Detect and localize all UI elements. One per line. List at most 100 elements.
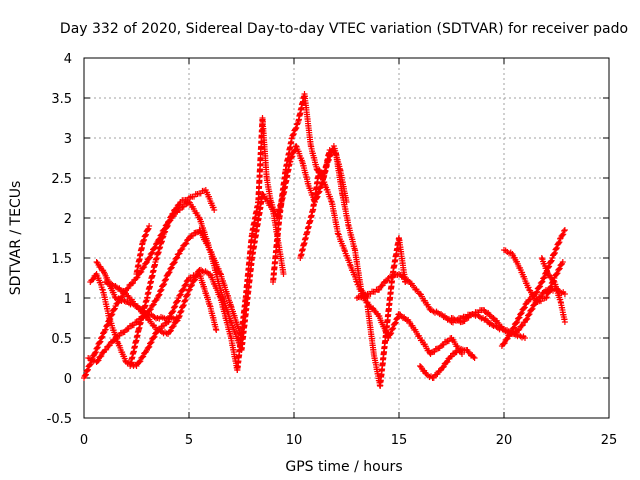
y-tick-label: 2.5 (51, 172, 72, 187)
data-point (177, 292, 183, 299)
data-point (100, 329, 107, 336)
data-point (430, 374, 437, 381)
data-point (293, 143, 300, 149)
data-point (553, 270, 560, 277)
data-point (169, 323, 176, 330)
data-point (189, 232, 196, 239)
data-point (102, 326, 109, 333)
data-point (94, 344, 101, 351)
x-tick-label: 5 (185, 433, 193, 448)
data-point (140, 353, 147, 360)
data-point (440, 363, 447, 370)
data-point (316, 167, 323, 173)
data-point (470, 353, 477, 360)
data-point (392, 319, 399, 326)
data-point (290, 130, 297, 137)
data-point (95, 357, 102, 364)
data-point (547, 284, 554, 291)
data-point (161, 281, 168, 288)
x-tick-label: 20 (496, 433, 513, 448)
data-point (516, 314, 523, 321)
data-point (150, 301, 157, 308)
data-point (124, 285, 131, 292)
data-point (141, 264, 148, 271)
data-point (130, 322, 137, 329)
data-point (172, 206, 179, 213)
data-point (553, 245, 560, 252)
data-point (97, 353, 104, 360)
data-point (183, 240, 190, 247)
data-point (403, 317, 410, 324)
data-point (376, 286, 383, 293)
data-point (172, 303, 179, 310)
data-point (162, 228, 169, 235)
data-point (383, 278, 390, 285)
data-point (176, 250, 183, 257)
data-point (92, 349, 99, 356)
data-point (288, 154, 295, 161)
data-point (84, 366, 91, 373)
data-point (170, 308, 177, 315)
y-tick-label: -0.5 (47, 412, 72, 427)
data-point (157, 287, 164, 294)
data-point (151, 333, 158, 340)
data-point (280, 271, 287, 277)
data-point (431, 348, 438, 355)
data-point (546, 288, 553, 295)
data-point (148, 339, 155, 346)
data-point (539, 278, 546, 285)
data-point (189, 281, 195, 288)
data-points (81, 91, 568, 389)
data-point (518, 323, 525, 329)
data-point (174, 254, 180, 261)
data-point (483, 310, 490, 317)
data-point (293, 124, 300, 131)
data-point (188, 282, 195, 289)
data-point (180, 286, 186, 293)
data-point (161, 229, 168, 236)
data-point (165, 218, 172, 225)
data-point (180, 203, 187, 210)
data-point (292, 125, 299, 132)
plot-frame (83, 57, 610, 419)
data-point (388, 330, 395, 337)
data-point (392, 320, 399, 327)
data-point (128, 280, 135, 287)
data-point (104, 321, 111, 328)
data-point (533, 289, 540, 296)
data-point (163, 276, 170, 283)
data-point (559, 232, 566, 239)
data-point (555, 266, 562, 273)
data-point (439, 364, 446, 371)
data-point (422, 369, 429, 376)
data-point (166, 328, 173, 335)
data-point (96, 339, 103, 346)
data-point (146, 255, 153, 262)
data-point (394, 315, 401, 322)
data-point (173, 255, 180, 262)
data-point (434, 371, 441, 378)
data-point (560, 231, 567, 238)
data-point (556, 265, 563, 272)
data-point (211, 207, 218, 213)
data-point (86, 361, 93, 368)
data-point (551, 249, 558, 256)
data-point (551, 250, 558, 257)
data-point (501, 340, 508, 347)
data-point (145, 344, 152, 351)
data-point (540, 275, 547, 281)
data-point (538, 255, 545, 261)
y-tick-label: 0 (64, 372, 72, 387)
data-point (527, 296, 534, 303)
data-point (534, 288, 541, 295)
data-point (444, 316, 451, 323)
data-point (490, 315, 497, 321)
data-point (511, 324, 518, 331)
data-point (528, 306, 535, 313)
data-point (389, 326, 396, 332)
data-point (173, 205, 180, 212)
data-point (146, 223, 153, 229)
data-point (109, 311, 116, 318)
data-point (149, 249, 156, 256)
data-point (175, 315, 182, 321)
